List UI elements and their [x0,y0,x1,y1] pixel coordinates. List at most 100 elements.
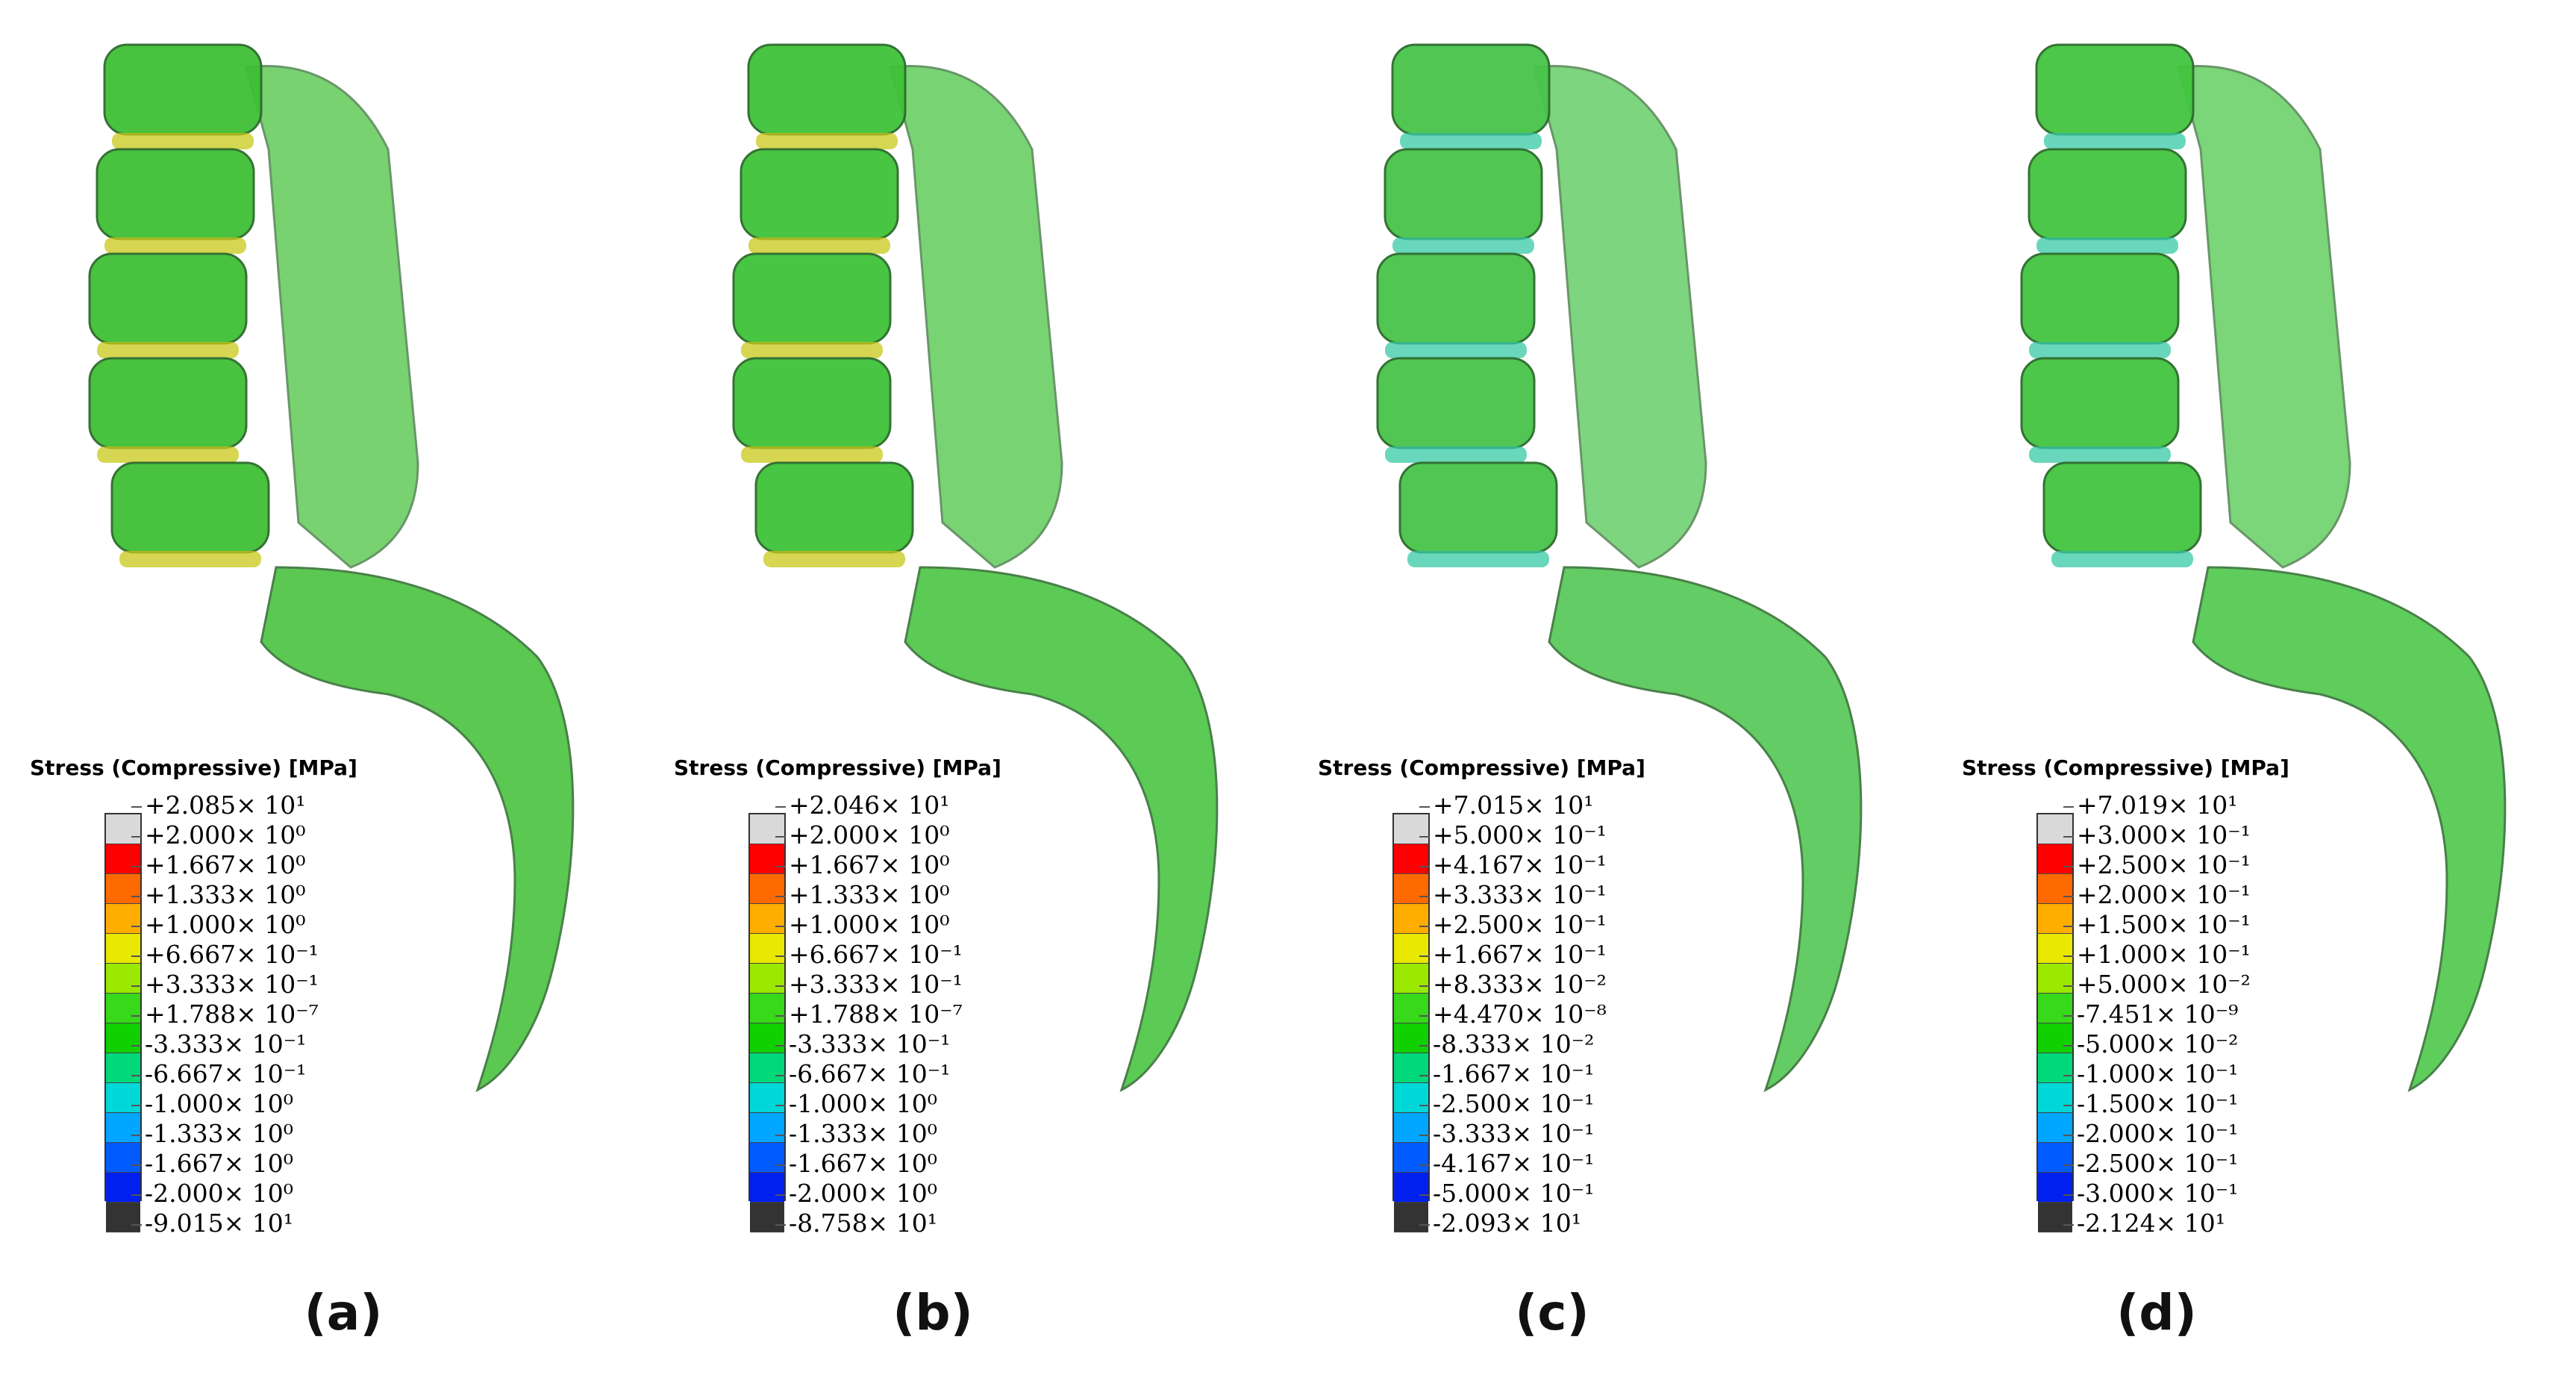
panel-b: Stress (Compressive) [MPa] +2.046× 10¹ +2.… [644,0,1288,1378]
vertebral-body [2020,357,2180,449]
intervertebral-disc [2044,133,2186,149]
legend-value-label: +2.000× 10⁻¹ [2063,880,2251,910]
legend-value-label: -2.093× 10¹ [1419,1209,1607,1238]
legend-value-label: -1.000× 10⁻¹ [2063,1059,2251,1089]
legend-value-label: +7.019× 10¹ [2063,791,2251,820]
vertebral-body [1398,461,1558,554]
legend-value-label: +6.667× 10⁻¹ [775,940,963,970]
legend-value-label: +4.470× 10⁻⁸ [1419,1000,1607,1029]
intervertebral-disc [97,446,239,463]
legend-value-label: +8.333× 10⁻² [1419,970,1607,1000]
legend-value-label: -3.333× 10⁻¹ [1419,1119,1607,1149]
vertebral-body [96,148,255,240]
posterior-elements [889,65,1063,569]
legend-value-label: +7.015× 10¹ [1419,791,1607,820]
vertebral-body [103,43,263,136]
intervertebral-disc [2036,237,2178,254]
panel-caption: (b) [892,1284,973,1341]
panel-d: Stress (Compressive) [MPa] +7.019× 10¹ +3.… [1932,0,2576,1378]
posterior-elements [1533,65,1707,569]
legend-value-label: +2.085× 10¹ [131,791,319,820]
sacrum-shape [904,566,1219,1092]
stress-legend: Stress (Compressive) [MPa] +2.085× 10¹ +2.… [30,755,396,1238]
spine-model-image [732,43,1219,1092]
legend-value-label: -2.124× 10¹ [2063,1209,2251,1238]
sacrum-shape [1548,566,1863,1092]
intervertebral-disc [1400,133,1542,149]
intervertebral-disc [119,551,261,567]
legend-value-label: -1.333× 10⁰ [775,1119,963,1149]
legend-value-label: +2.046× 10¹ [775,791,963,820]
spine-model-image [88,43,575,1092]
legend-value-label: +1.333× 10⁰ [131,880,319,910]
legend-value-label: +1.667× 10⁰ [775,850,963,880]
intervertebral-disc [741,446,883,463]
legend-value-label: -2.000× 10⁰ [131,1179,319,1209]
spine-model-image [2020,43,2507,1092]
vertebral-body [747,43,907,136]
legend-value-label: -6.667× 10⁻¹ [775,1059,963,1089]
intervertebral-disc [1407,551,1549,567]
panel-c: Stress (Compressive) [MPa] +7.015× 10¹ +5.… [1288,0,1932,1378]
vertebral-body [2035,43,2195,136]
legend-value-label: +1.788× 10⁻⁷ [775,1000,963,1029]
panel-caption: (d) [2116,1284,2197,1341]
legend-value-label: +6.667× 10⁻¹ [131,940,319,970]
intervertebral-disc [104,237,246,254]
vertebral-body [740,148,899,240]
legend-value-label: +3.000× 10⁻¹ [2063,820,2251,850]
legend-value-label: -3.333× 10⁻¹ [775,1029,963,1059]
sacrum-shape [2192,566,2507,1092]
legend-value-label: -1.667× 10⁰ [775,1149,963,1179]
stress-legend: Stress (Compressive) [MPa] +7.019× 10¹ +3.… [1962,755,2328,1238]
intervertebral-disc [112,133,254,149]
stress-legend: Stress (Compressive) [MPa] +2.046× 10¹ +2.… [674,755,1040,1238]
panel-caption: (a) [304,1284,383,1341]
intervertebral-disc [97,342,239,358]
legend-value-label: +2.500× 10⁻¹ [1419,910,1607,940]
legend-value-label: -5.000× 10⁻² [2063,1029,2251,1059]
legend-value-label: -1.667× 10⁻¹ [1419,1059,1607,1089]
legend-value-label: +1.000× 10⁻¹ [2063,940,2251,970]
intervertebral-disc [2029,342,2171,358]
intervertebral-disc [763,551,905,567]
legend-title: Stress (Compressive) [MPa] [674,755,1001,780]
legend-value-label: +5.000× 10⁻¹ [1419,820,1607,850]
legend-value-label: +5.000× 10⁻² [2063,970,2251,1000]
vertebral-body [88,252,248,345]
intervertebral-disc [1392,237,1534,254]
legend-value-label: -6.667× 10⁻¹ [131,1059,319,1089]
legend-value-label: -1.000× 10⁰ [131,1089,319,1119]
spine-model-image [1376,43,1863,1092]
legend-value-label: +3.333× 10⁻¹ [131,970,319,1000]
vertebral-body [1376,252,1536,345]
legend-value-label: -2.000× 10⁰ [775,1179,963,1209]
legend-title: Stress (Compressive) [MPa] [30,755,357,780]
legend-value-label: +3.333× 10⁻¹ [775,970,963,1000]
intervertebral-disc [756,133,898,149]
legend-value-label: +2.000× 10⁰ [775,820,963,850]
vertebral-body [754,461,914,554]
legend-value-label: +1.000× 10⁰ [131,910,319,940]
intervertebral-disc [2029,446,2171,463]
vertebral-body [1384,148,1543,240]
vertebral-body [1391,43,1551,136]
intervertebral-disc [2051,551,2193,567]
legend-value-label: -9.015× 10¹ [131,1209,319,1238]
vertebral-body [110,461,270,554]
vertebral-body [732,252,892,345]
posterior-elements [245,65,419,569]
legend-value-label: -2.500× 10⁻¹ [1419,1089,1607,1119]
posterior-elements [2177,65,2351,569]
legend-value-label: +1.788× 10⁻⁷ [131,1000,319,1029]
vertebral-body [2028,148,2187,240]
legend-value-label: +1.667× 10⁰ [131,850,319,880]
vertebral-body [732,357,892,449]
vertebral-body [1376,357,1536,449]
legend-value-label: -4.167× 10⁻¹ [1419,1149,1607,1179]
legend-title: Stress (Compressive) [MPa] [1962,755,2289,780]
legend-value-label: -2.000× 10⁻¹ [2063,1119,2251,1149]
legend-value-label: +2.500× 10⁻¹ [2063,850,2251,880]
legend-value-label: +1.000× 10⁰ [775,910,963,940]
legend-value-label: -8.758× 10¹ [775,1209,963,1238]
